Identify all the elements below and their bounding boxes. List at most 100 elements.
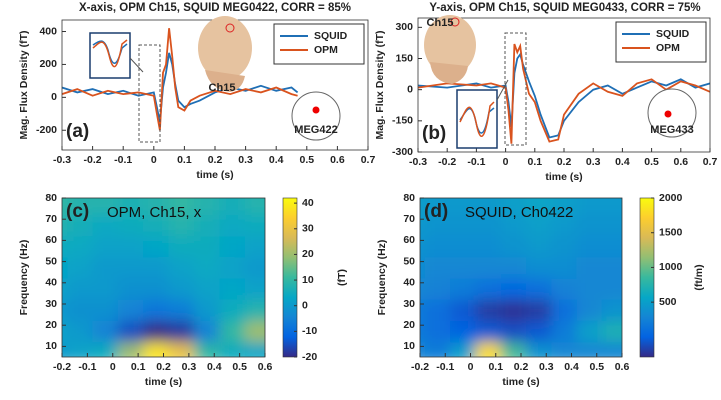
x-tick-label: 0.2	[208, 154, 223, 166]
legend-box	[273, 23, 365, 65]
x-tick-label: 0.5	[232, 361, 247, 373]
y-tick-label: 40	[403, 277, 415, 289]
colorbar-tick-label: 40	[302, 197, 314, 209]
legend: SQUID OPM	[615, 21, 707, 63]
chart: -20 -10 0 10 20 30 40 (fT) (c) OPM, Ch15, x -0.2 -0…	[18, 192, 348, 388]
heatmap-area	[62, 198, 265, 357]
zoom-curve	[459, 101, 495, 137]
x-tick-label: 0.7	[703, 156, 718, 168]
x-tick-label: 0.1	[177, 154, 192, 166]
x-tick-label: -0.3	[53, 154, 71, 166]
x-tick-label: 0.3	[182, 361, 197, 373]
x-tick-label: -0.1	[114, 154, 132, 166]
x-tick-label: 0.6	[330, 154, 345, 166]
y-tick-label: 20	[45, 319, 57, 331]
chart-title: OPM, Ch15, x	[107, 204, 202, 221]
x-tick-label: 0.5	[589, 361, 604, 373]
x-tick-label: 0.4	[564, 361, 579, 373]
colorbar-tick-label: 10	[302, 274, 314, 286]
colorbar-tick-label: 30	[302, 223, 314, 235]
plot-area	[62, 28, 299, 131]
head-jaw	[430, 62, 468, 84]
colorbar-tick-label: -10	[302, 325, 317, 337]
colorbar-tick-label: 1000	[659, 261, 683, 273]
panel-label: (b)	[422, 123, 446, 144]
y-axis-label: Frequency (Hz)	[376, 240, 388, 316]
series-line	[418, 42, 710, 144]
x-axis-label: time (s)	[145, 376, 182, 388]
x-tick-label: 0	[151, 154, 157, 166]
zoom-inset	[456, 89, 498, 149]
y-tick-label: 150	[395, 52, 413, 64]
x-tick-label: 0.2	[514, 361, 529, 373]
annotation: Ch15	[209, 82, 236, 94]
y-tick-label: 70	[403, 213, 415, 225]
y-axis-label: Mag. Flux Density (fT)	[374, 30, 386, 139]
legend-label: OPM	[314, 44, 338, 56]
x-tick-label: 0	[468, 361, 474, 373]
panel-label: (c)	[66, 201, 89, 222]
x-tick-label: -0.1	[78, 361, 96, 373]
x-tick-label: -0.1	[467, 156, 485, 168]
colorbar-tick-label: 2000	[659, 192, 683, 204]
zoom-curve	[92, 39, 128, 68]
colorbar-tick-label: 20	[302, 248, 314, 260]
colorbar-tick-label: -20	[302, 351, 317, 363]
y-tick-label: 400	[39, 25, 57, 37]
x-tick-label: 0.7	[361, 154, 376, 166]
y-tick-label: 70	[45, 213, 57, 225]
y-tick-label: 20	[403, 319, 415, 331]
legend-label: OPM	[656, 42, 680, 54]
chart: SQUID OPM (a) X-axis, OPM Ch15, SQUID MEG04…	[18, 2, 376, 181]
heatmap-cells	[62, 198, 265, 357]
x-tick-label: 0.6	[615, 361, 630, 373]
x-tick-label: -0.2	[53, 361, 71, 373]
zoom-arrow	[129, 57, 144, 73]
x-tick-label: 0.3	[586, 156, 601, 168]
x-tick-label: 0.2	[557, 156, 572, 168]
x-tick-label: 0.4	[615, 156, 630, 168]
y-axis-label: Mag. Flux Density (fT)	[18, 30, 30, 139]
x-tick-label: 0.1	[527, 156, 542, 168]
legend-label: SQUID	[314, 30, 348, 42]
topomap-dot	[312, 106, 320, 114]
chart-title: X-axis, OPM Ch15, SQUID MEG0422, CORR = …	[79, 2, 351, 14]
x-tick-label: 0	[503, 156, 509, 168]
zoom-arrow	[496, 79, 509, 101]
plot-area	[418, 42, 710, 144]
panel-label: (d)	[424, 201, 448, 222]
series-group	[418, 42, 710, 144]
colorbar-tick-label: 500	[659, 296, 677, 308]
annotation: MEG433	[650, 124, 693, 136]
chart-title: Y-axis, OPM Ch15, SQUID MEG0433, CORR = …	[429, 2, 700, 14]
x-tick-label: 0.4	[269, 154, 284, 166]
y-axis-label: Frequency (Hz)	[18, 240, 30, 316]
y-tick-label: 300	[395, 21, 413, 33]
y-tick-label: 30	[45, 298, 57, 310]
y-tick-label: 60	[403, 234, 415, 246]
y-tick-label: -150	[392, 115, 413, 127]
colorbar-label: (fT)	[336, 269, 348, 286]
y-tick-label: 0	[407, 83, 413, 95]
legend-label: SQUID	[656, 28, 690, 40]
annotation: Ch15	[427, 17, 454, 29]
colorbar-tick-label: 1500	[659, 226, 683, 238]
head	[198, 16, 252, 80]
x-tick-label: 0.5	[299, 154, 314, 166]
x-tick-label: 0.6	[258, 361, 273, 373]
x-axis-label: time (s)	[502, 376, 539, 388]
sensor	[225, 23, 235, 33]
inset-decor-a: Ch15 MEG422	[89, 16, 341, 143]
head	[424, 15, 476, 75]
heatmap-area	[420, 198, 622, 357]
sensor	[450, 17, 460, 27]
head-jaw	[205, 70, 245, 92]
x-tick-label: 0	[110, 361, 116, 373]
x-tick-label: 0.5	[644, 156, 659, 168]
chart: SQUID OPM (b) Y-axis, OPM Ch15, SQUID MEG04…	[374, 2, 718, 183]
annotation: MEG422	[294, 124, 337, 136]
heatmap-cell	[601, 198, 622, 215]
zoom-inset	[89, 32, 131, 79]
zoom-region	[504, 32, 527, 146]
